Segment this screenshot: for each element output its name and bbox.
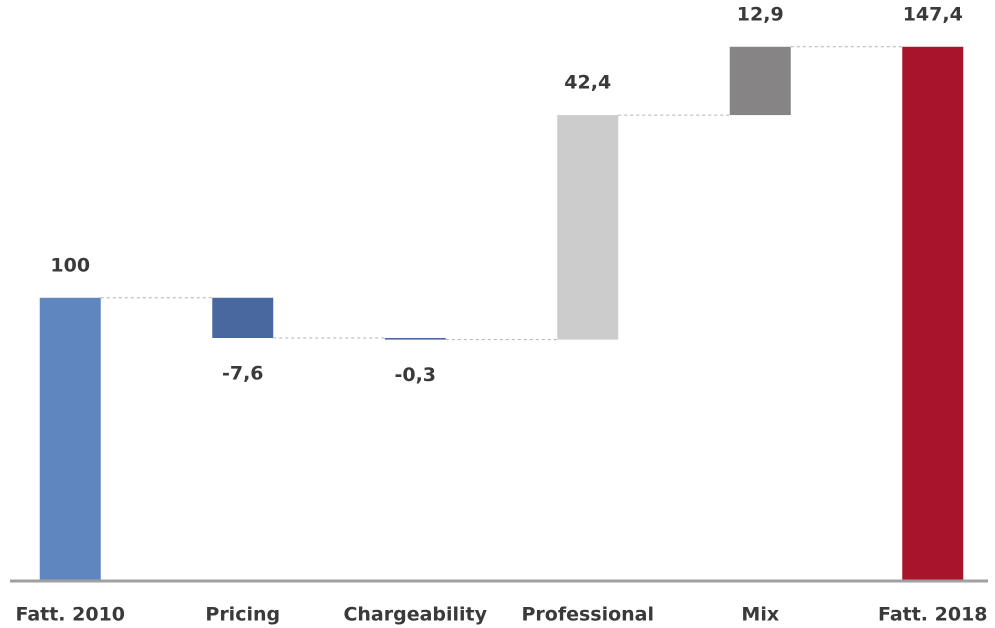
bar (212, 297, 274, 339)
x-tick-label: Mix (741, 604, 779, 626)
value-label: 147,4 (903, 3, 963, 25)
value-label: 100 (50, 254, 90, 276)
bar (39, 297, 101, 580)
bar (729, 46, 791, 116)
x-tick-label: Pricing (205, 604, 280, 626)
bar (384, 338, 446, 340)
bar (557, 115, 619, 340)
x-tick-label: Chargeability (343, 604, 487, 626)
x-tick-label: Fatt. 2010 (15, 604, 125, 626)
x-tick-label: Fatt. 2018 (878, 604, 988, 626)
x-tick-label: Professional (521, 604, 654, 626)
value-label: -7,6 (222, 363, 264, 385)
value-label: -0,3 (394, 364, 436, 386)
bar (902, 46, 964, 581)
value-label: 42,4 (564, 72, 611, 94)
value-label: 12,9 (737, 3, 784, 25)
